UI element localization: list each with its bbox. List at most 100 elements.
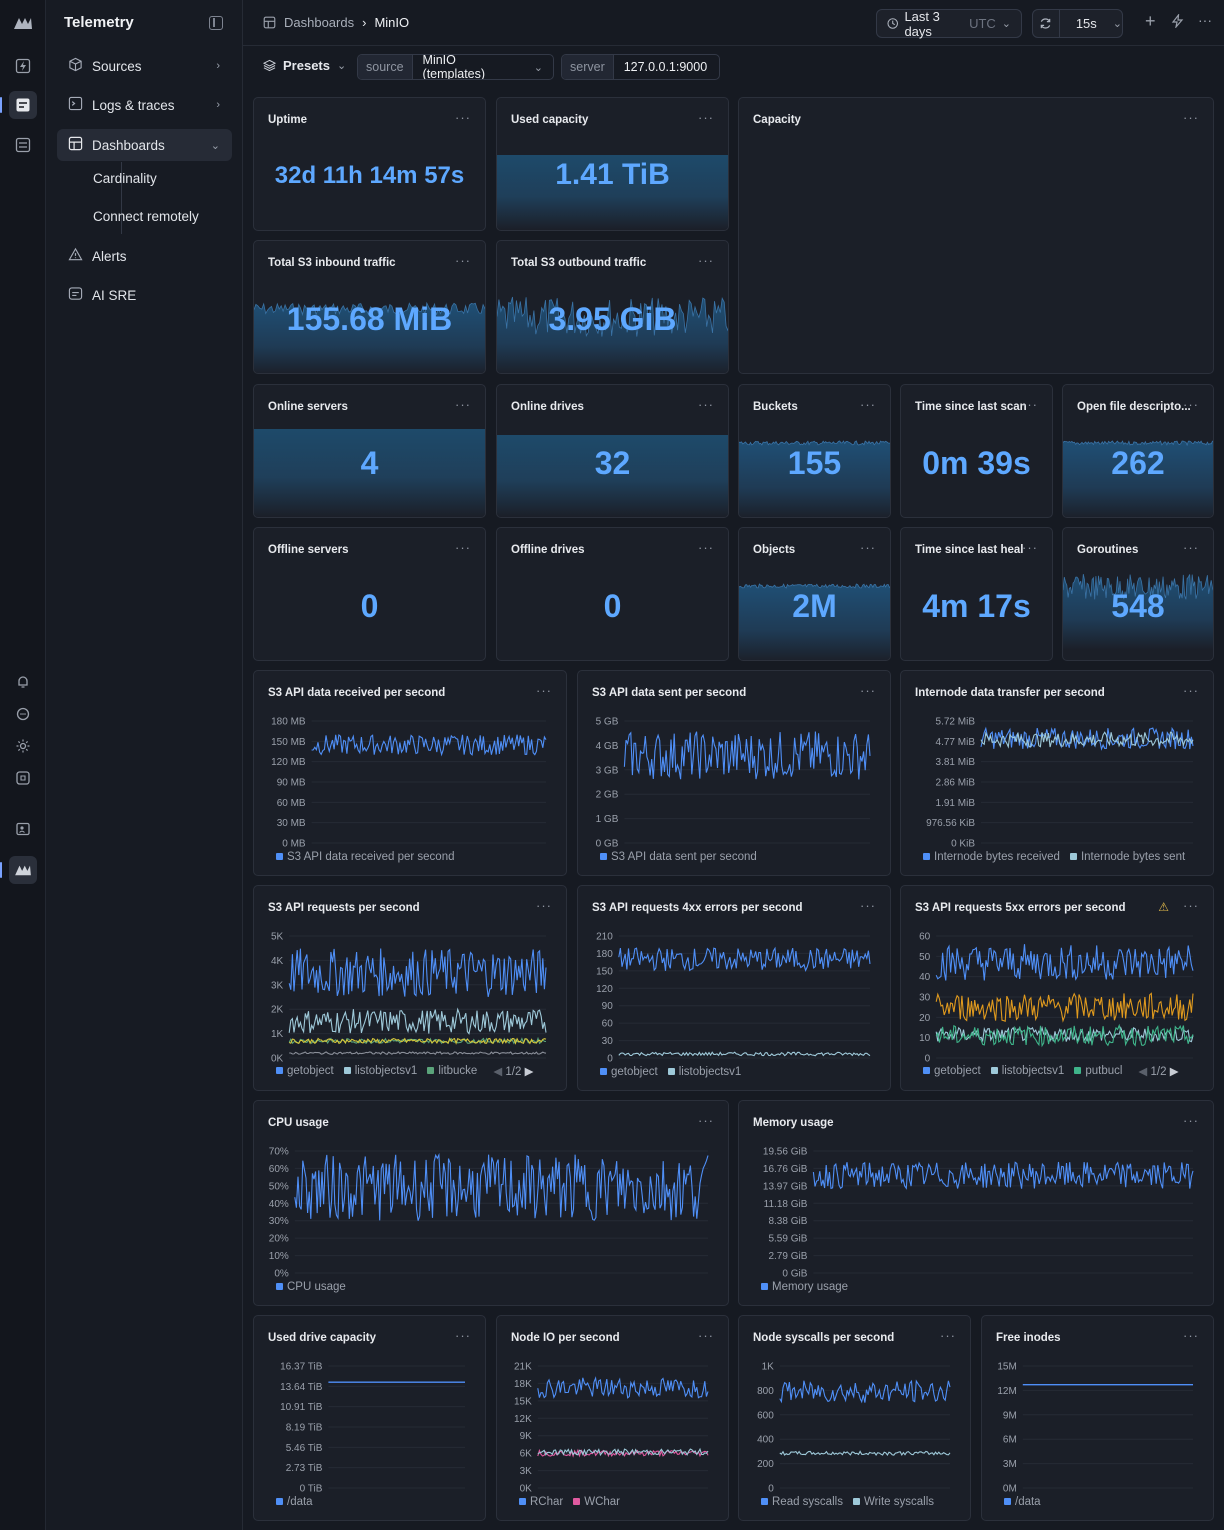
chart-title: Internode data transfer per second	[915, 687, 1105, 699]
legend-item[interactable]: S3 API data sent per second	[600, 851, 757, 863]
y-tick-label: 21K	[514, 1362, 532, 1373]
chevron-right-icon: ›	[216, 60, 220, 72]
sidebar-item-sources[interactable]: Sources ›	[57, 50, 232, 82]
more-icon[interactable]: ···	[1198, 12, 1212, 28]
time-range-label: Last 3 days	[904, 8, 940, 39]
legend-swatch	[923, 1067, 930, 1074]
time-range-picker[interactable]: Last 3 days UTC ⌄	[876, 8, 1022, 39]
legend-item[interactable]: CPU usage	[276, 1281, 346, 1293]
panel-menu-icon[interactable]: ···	[1183, 1113, 1199, 1128]
refresh-interval[interactable]: 15s	[1075, 16, 1097, 31]
workspace-logo-icon[interactable]	[0, 856, 37, 884]
panel-menu-icon[interactable]: ···	[455, 397, 471, 412]
bell-icon[interactable]	[9, 668, 37, 696]
legend-swatch	[852, 1498, 860, 1505]
panel-menu-icon[interactable]: ···	[698, 1328, 714, 1343]
sparkline-area	[1063, 574, 1213, 650]
panel-menu-icon[interactable]: ···	[1022, 397, 1038, 412]
legend-item[interactable]: Read syscalls	[761, 1496, 843, 1508]
panel-menu-icon[interactable]: ···	[536, 683, 552, 698]
legend-item[interactable]: litbucke	[427, 1065, 477, 1077]
legend-item[interactable]: Memory usage	[761, 1281, 848, 1293]
legend-item[interactable]: WChar	[573, 1496, 620, 1508]
presets-dropdown[interactable]: Presets ⌄	[263, 58, 346, 73]
bolt-icon[interactable]	[1171, 13, 1184, 31]
panel-menu-icon[interactable]: ···	[698, 540, 714, 555]
add-icon[interactable]: +	[1145, 11, 1156, 31]
legend-label: getobject	[611, 1066, 658, 1078]
panel-menu-icon[interactable]: ···	[536, 898, 552, 913]
legend-item[interactable]: getobject	[276, 1065, 334, 1077]
sidebar-item-ai-sre[interactable]: AI SRE	[57, 279, 232, 311]
series-line	[294, 1152, 709, 1221]
refresh-icon[interactable]	[1033, 10, 1060, 37]
chevron-down-icon: ⌄	[1001, 18, 1011, 30]
panel-menu-icon[interactable]: ···	[698, 1113, 714, 1128]
panel-menu-icon[interactable]: ···	[860, 397, 876, 412]
legend-item[interactable]: listobjectsv1	[343, 1065, 417, 1077]
legend-item[interactable]: /data	[276, 1496, 313, 1508]
panel-menu-icon[interactable]: ···	[1022, 540, 1038, 555]
breadcrumb-dashboards[interactable]: Dashboards	[284, 15, 355, 30]
chart-plot: 1K 800 600 400 200 0	[757, 1362, 951, 1495]
logs-icon[interactable]	[0, 91, 37, 119]
panel-menu-icon[interactable]: ···	[860, 683, 876, 698]
panel-menu-icon[interactable]: ···	[860, 540, 876, 555]
legend-item[interactable]: putbucl	[1074, 1065, 1122, 1077]
legend-swatch	[990, 1067, 998, 1074]
sidebar-item-logs-traces[interactable]: Logs & traces ›	[57, 89, 232, 121]
collapse-sidebar-icon[interactable]	[209, 16, 223, 30]
warning-icon[interactable]: ⚠	[1158, 900, 1169, 914]
logo-icon[interactable]	[9, 9, 37, 37]
sidebar-subitem-connect-remotely[interactable]: Connect remotely	[93, 209, 199, 224]
panel-menu-icon[interactable]: ···	[698, 253, 714, 268]
user-card-icon[interactable]	[9, 815, 37, 843]
legend-item[interactable]: S3 API data received per second	[276, 851, 455, 863]
chat-box-icon	[66, 286, 84, 304]
panel-menu-icon[interactable]: ···	[455, 110, 471, 125]
panel-menu-icon[interactable]: ···	[698, 397, 714, 412]
stat-value: 4m 17s	[922, 588, 1031, 624]
panel-used-drive-capacity: Used drive capacity ··· 16.37 TiB 13.64 TiB…	[253, 1315, 486, 1521]
stat-value: 3.95 GiB	[548, 301, 677, 337]
panel-menu-icon[interactable]: ···	[698, 110, 714, 125]
panel-menu-icon[interactable]: ···	[1183, 397, 1199, 412]
legend-item[interactable]: Write syscalls	[852, 1496, 934, 1508]
panel-menu-icon[interactable]: ···	[1183, 898, 1199, 913]
legend-item[interactable]: getobject	[923, 1065, 981, 1077]
sidebar-item-dashboards[interactable]: Dashboards ⌄	[57, 129, 232, 161]
legend-item[interactable]: getobject	[600, 1066, 658, 1078]
panel-menu-icon[interactable]: ···	[1183, 1328, 1199, 1343]
sun-icon[interactable]	[9, 732, 37, 760]
legend-item[interactable]: listobjectsv1	[667, 1066, 741, 1078]
legend-item[interactable]: RChar	[519, 1496, 563, 1508]
panel-menu-icon[interactable]: ···	[860, 898, 876, 913]
series-line	[618, 946, 871, 972]
command-icon[interactable]	[9, 764, 37, 792]
legend-item[interactable]: Internode bytes sent	[1069, 851, 1185, 863]
panel-last-heal: Time since last heal ··· 4m 17s	[900, 527, 1053, 661]
panel-menu-icon[interactable]: ···	[1183, 540, 1199, 555]
legend-item[interactable]: listobjectsv1	[990, 1065, 1064, 1077]
panel-menu-icon[interactable]: ···	[1183, 110, 1199, 125]
chart-plot: 210 180 150 120 90 60 30 0	[596, 932, 871, 1065]
server-filter[interactable]: server 127.0.0.1:9000	[561, 54, 720, 80]
legend-pager[interactable]: ◀ 1/2 ▶	[1138, 1064, 1178, 1078]
panel-menu-icon[interactable]: ···	[1183, 683, 1199, 698]
legend-pager[interactable]: ◀ 1/2 ▶	[493, 1064, 533, 1078]
source-filter[interactable]: source MinIO (templates) ⌄	[357, 54, 554, 80]
chat-icon[interactable]	[9, 700, 37, 728]
sidebar-item-alerts[interactable]: Alerts	[57, 240, 232, 272]
panel-s3-inbound: Total S3 inbound traffic ··· 155.68 MiB	[253, 240, 486, 374]
dashboard-icon[interactable]	[9, 131, 37, 159]
panel-menu-icon[interactable]: ···	[455, 540, 471, 555]
panel-s3-data-sent: S3 API data sent per second ··· 5 GB 4 GB 3 …	[577, 670, 891, 876]
legend-item[interactable]: /data	[1004, 1496, 1041, 1508]
panel-menu-icon[interactable]: ···	[455, 1328, 471, 1343]
panel-menu-icon[interactable]: ···	[455, 253, 471, 268]
panel-menu-icon[interactable]: ···	[940, 1328, 956, 1343]
y-tick-label: 0 KiB	[951, 839, 975, 850]
legend-item[interactable]: Internode bytes received	[923, 851, 1060, 863]
bolt-icon[interactable]	[9, 52, 37, 80]
sidebar-subitem-cardinality[interactable]: Cardinality	[93, 171, 157, 186]
